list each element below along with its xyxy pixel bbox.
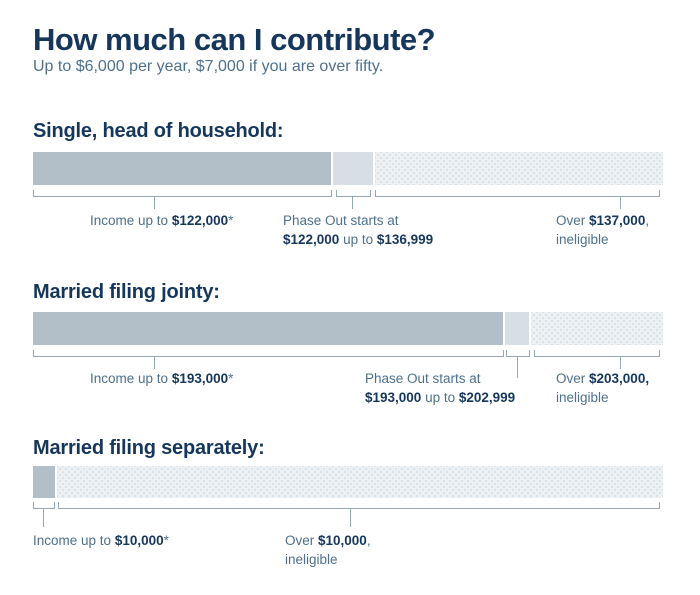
label-income: Income up to $193,000* (90, 371, 234, 386)
income-bar-married-jointly (0, 312, 700, 345)
label-income: Income up to $10,000* (33, 533, 169, 548)
pointer-line (517, 356, 518, 378)
bar-segment-eligible (33, 152, 331, 185)
bar-segment-phase-out (333, 152, 373, 185)
pointer-line (43, 508, 44, 527)
bracket-ineligible (375, 190, 660, 197)
bar-segment-ineligible (531, 312, 663, 345)
label-ineligible: Over $137,000, ineligible (556, 213, 650, 247)
bar-segment-eligible (33, 466, 55, 498)
bracket-ineligible (534, 350, 660, 357)
bracket-eligible (33, 350, 504, 357)
pointer-line (154, 196, 155, 209)
label-phase-out: Phase Out starts at $122,000 up to $136,… (283, 213, 434, 247)
income-bar-married-separately (0, 466, 700, 498)
section-heading-married-jointly: Married filing jointy: (33, 281, 220, 303)
pointer-line (352, 196, 353, 209)
label-income: Income up to $122,000* (90, 213, 234, 228)
section-heading-married-separately: Married filing separately: (33, 437, 265, 459)
pointer-line (620, 356, 621, 369)
bracket-ineligible (58, 502, 660, 509)
bar-segment-phase-out (505, 312, 529, 345)
bracket-phase-out (336, 190, 371, 197)
pointer-line (154, 356, 155, 369)
bar-segment-ineligible (57, 466, 663, 498)
page-subtitle: Up to $6,000 per year, $7,000 if you are… (33, 58, 384, 75)
label-phase-out: Phase Out starts at $193,000 up to $202,… (365, 371, 516, 405)
bar-segment-eligible (33, 312, 503, 345)
bracket-eligible (33, 190, 332, 197)
section-heading-single: Single, head of household: (33, 120, 284, 142)
bar-segment-ineligible (375, 152, 663, 185)
label-ineligible: Over $10,000, ineligible (285, 533, 371, 567)
pointer-line (350, 508, 351, 527)
income-bar-single (0, 152, 700, 185)
pointer-line (620, 196, 621, 209)
label-ineligible: Over $203,000, ineligible (556, 371, 650, 405)
bracket-eligible (33, 502, 55, 509)
bracket-phase-out (506, 350, 530, 357)
page-title: How much can I contribute? (33, 22, 436, 57)
